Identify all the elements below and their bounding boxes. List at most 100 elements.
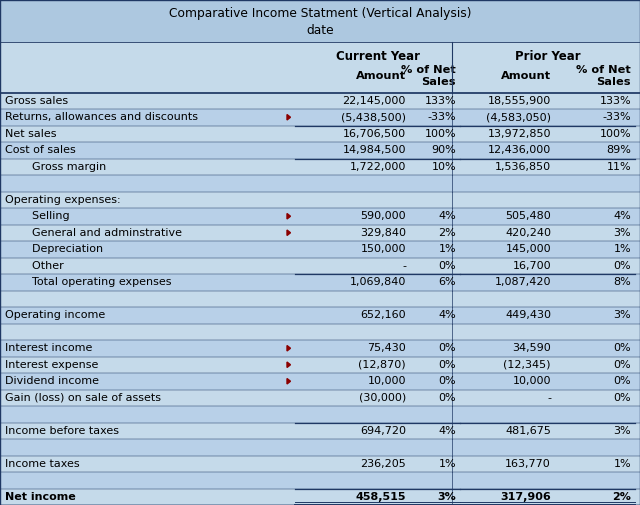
Text: 4%: 4% bbox=[438, 211, 456, 221]
Text: 1,536,850: 1,536,850 bbox=[495, 162, 551, 172]
Bar bbox=[0, 488, 640, 505]
Text: 0%: 0% bbox=[438, 393, 456, 403]
Text: 3%: 3% bbox=[613, 310, 631, 320]
Text: 420,240: 420,240 bbox=[505, 228, 551, 238]
Text: 1,722,000: 1,722,000 bbox=[349, 162, 406, 172]
Bar bbox=[0, 472, 640, 488]
Text: Interest expense: Interest expense bbox=[5, 360, 99, 370]
Bar bbox=[0, 208, 640, 225]
Text: (30,000): (30,000) bbox=[359, 393, 406, 403]
Text: 89%: 89% bbox=[606, 145, 631, 155]
Text: Income taxes: Income taxes bbox=[5, 459, 79, 469]
Text: Returns, allowances and discounts: Returns, allowances and discounts bbox=[5, 112, 198, 122]
Text: Prior Year: Prior Year bbox=[515, 50, 580, 63]
Text: 16,700: 16,700 bbox=[513, 261, 551, 271]
Text: Operating income: Operating income bbox=[5, 310, 105, 320]
Text: (12,345): (12,345) bbox=[504, 360, 551, 370]
Text: 590,000: 590,000 bbox=[360, 211, 406, 221]
Polygon shape bbox=[287, 115, 291, 120]
Bar bbox=[0, 406, 640, 423]
Text: 8%: 8% bbox=[613, 277, 631, 287]
Bar bbox=[0, 142, 640, 159]
Bar bbox=[0, 109, 640, 126]
Text: 100%: 100% bbox=[600, 129, 631, 139]
Text: 0%: 0% bbox=[613, 376, 631, 386]
Text: 10%: 10% bbox=[431, 162, 456, 172]
Text: 18,555,900: 18,555,900 bbox=[488, 96, 551, 106]
Text: 458,515: 458,515 bbox=[355, 492, 406, 502]
Text: % of Net
Sales: % of Net Sales bbox=[576, 65, 631, 87]
Text: 1%: 1% bbox=[613, 459, 631, 469]
Text: 3%: 3% bbox=[437, 492, 456, 502]
Polygon shape bbox=[287, 214, 291, 219]
Text: Dividend income: Dividend income bbox=[5, 376, 99, 386]
Text: 4%: 4% bbox=[438, 426, 456, 436]
Text: 449,430: 449,430 bbox=[505, 310, 551, 320]
Text: 1,087,420: 1,087,420 bbox=[495, 277, 551, 287]
Bar bbox=[0, 274, 640, 290]
Text: 652,160: 652,160 bbox=[360, 310, 406, 320]
Bar bbox=[0, 307, 640, 324]
Text: 4%: 4% bbox=[613, 211, 631, 221]
Polygon shape bbox=[287, 230, 291, 235]
Text: (12,870): (12,870) bbox=[358, 360, 406, 370]
Text: 133%: 133% bbox=[600, 96, 631, 106]
Text: 481,675: 481,675 bbox=[505, 426, 551, 436]
Text: 0%: 0% bbox=[438, 376, 456, 386]
Bar bbox=[0, 439, 640, 456]
Bar bbox=[0, 373, 640, 389]
Text: 150,000: 150,000 bbox=[360, 244, 406, 254]
Text: 0%: 0% bbox=[613, 261, 631, 271]
Text: 236,205: 236,205 bbox=[360, 459, 406, 469]
Text: 12,436,000: 12,436,000 bbox=[488, 145, 551, 155]
Text: Amount: Amount bbox=[501, 71, 551, 81]
Text: -33%: -33% bbox=[602, 112, 631, 122]
Text: 133%: 133% bbox=[424, 96, 456, 106]
Text: 0%: 0% bbox=[438, 261, 456, 271]
Text: 317,906: 317,906 bbox=[500, 492, 551, 502]
Text: 34,590: 34,590 bbox=[512, 343, 551, 354]
Text: 11%: 11% bbox=[606, 162, 631, 172]
Text: 2%: 2% bbox=[612, 492, 631, 502]
Text: (5,438,500): (5,438,500) bbox=[341, 112, 406, 122]
Text: 2%: 2% bbox=[438, 228, 456, 238]
Bar bbox=[0, 340, 640, 357]
Bar bbox=[0, 389, 640, 406]
Polygon shape bbox=[287, 379, 291, 384]
Bar bbox=[0, 92, 640, 109]
Text: -33%: -33% bbox=[428, 112, 456, 122]
Bar bbox=[0, 241, 640, 258]
Text: % of Net
Sales: % of Net Sales bbox=[401, 65, 456, 87]
Bar bbox=[0, 191, 640, 208]
Text: 4%: 4% bbox=[438, 310, 456, 320]
Text: Interest income: Interest income bbox=[5, 343, 92, 354]
Text: 1%: 1% bbox=[438, 244, 456, 254]
Text: Other: Other bbox=[25, 261, 64, 271]
Text: 1%: 1% bbox=[438, 459, 456, 469]
Text: 163,770: 163,770 bbox=[505, 459, 551, 469]
Text: 10,000: 10,000 bbox=[513, 376, 551, 386]
Text: -: - bbox=[402, 261, 406, 271]
Bar bbox=[0, 159, 640, 175]
Text: Current Year: Current Year bbox=[335, 50, 419, 63]
Text: Depreciation: Depreciation bbox=[25, 244, 103, 254]
Bar bbox=[0, 324, 640, 340]
Text: 10,000: 10,000 bbox=[367, 376, 406, 386]
Text: 6%: 6% bbox=[438, 277, 456, 287]
Text: Amount: Amount bbox=[356, 71, 406, 81]
Text: 694,720: 694,720 bbox=[360, 426, 406, 436]
Text: 13,972,850: 13,972,850 bbox=[488, 129, 551, 139]
Text: Net sales: Net sales bbox=[5, 129, 56, 139]
Text: Gross margin: Gross margin bbox=[25, 162, 106, 172]
Text: 14,984,500: 14,984,500 bbox=[342, 145, 406, 155]
Text: 1%: 1% bbox=[613, 244, 631, 254]
Bar bbox=[0, 423, 640, 439]
Bar bbox=[0, 126, 640, 142]
Text: 329,840: 329,840 bbox=[360, 228, 406, 238]
Bar bbox=[0, 42, 640, 92]
Bar bbox=[0, 0, 640, 42]
Text: 3%: 3% bbox=[613, 426, 631, 436]
Text: Operating expenses:: Operating expenses: bbox=[5, 195, 120, 205]
Text: 0%: 0% bbox=[613, 360, 631, 370]
Text: General and adminstrative: General and adminstrative bbox=[25, 228, 182, 238]
